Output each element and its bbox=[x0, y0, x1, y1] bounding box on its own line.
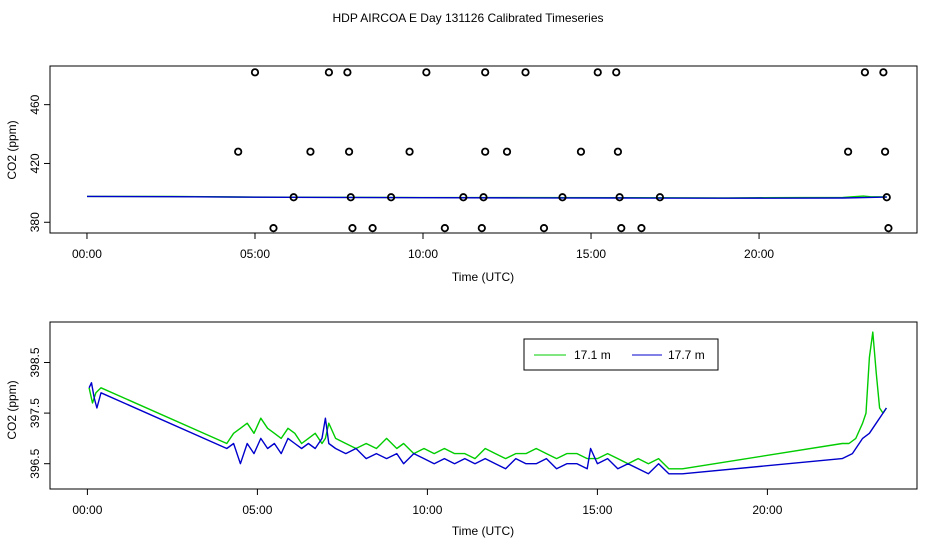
data-point-28 bbox=[882, 193, 891, 202]
panel-line: 00:00 05:00 10:00 15:00 20:00 396.5 397.5 398.… bbox=[5, 321, 918, 538]
x-tick-label-bottom-1: 05:00 bbox=[242, 503, 272, 517]
data-point-13 bbox=[405, 147, 414, 156]
data-point-35 bbox=[617, 224, 626, 233]
y-axis-label-top: CO2 (ppm) bbox=[5, 120, 19, 179]
series-line-top-1 bbox=[86, 195, 887, 199]
data-point-20 bbox=[289, 193, 298, 202]
data-point-25 bbox=[558, 193, 567, 202]
x-axis-top: 00:00 05:00 10:00 15:00 20:00 bbox=[72, 233, 774, 261]
panel-scatter: 00:00 05:00 10:00 15:00 20:00 380 420 460 Time… bbox=[5, 65, 918, 284]
plot-frame-top bbox=[49, 65, 918, 234]
y-axis-top: 380 420 460 bbox=[28, 94, 50, 232]
x-axis-bottom: 00:00 05:00 10:00 15:00 20:00 bbox=[72, 489, 783, 517]
data-point-29 bbox=[269, 224, 278, 233]
data-point-15 bbox=[502, 147, 512, 156]
series-group-bottom bbox=[88, 331, 887, 475]
data-point-3 bbox=[422, 68, 431, 77]
data-point-0 bbox=[250, 68, 260, 77]
x-tick-label-bottom-0: 00:00 bbox=[72, 503, 102, 517]
points-group-top bbox=[234, 68, 893, 233]
data-point-37 bbox=[884, 224, 893, 233]
data-point-9 bbox=[879, 68, 888, 77]
plot-frame-bottom bbox=[49, 321, 918, 490]
legend-label-17-1: 17.1 m bbox=[574, 348, 611, 362]
data-point-32 bbox=[440, 224, 449, 233]
data-point-30 bbox=[348, 224, 357, 233]
data-point-8 bbox=[860, 68, 870, 77]
x-tick-label-top-0: 00:00 bbox=[72, 247, 102, 261]
y-tick-label-top-0: 380 bbox=[28, 212, 42, 232]
data-point-22 bbox=[386, 193, 396, 202]
data-point-12 bbox=[344, 147, 354, 156]
x-tick-label-top-1: 05:00 bbox=[240, 247, 270, 261]
y-axis-bottom: 396.5 397.5 398.5 bbox=[28, 347, 50, 479]
x-tick-label-top-4: 20:00 bbox=[744, 247, 774, 261]
data-point-26 bbox=[615, 193, 624, 202]
data-point-2 bbox=[343, 68, 352, 77]
y-tick-label-top-1: 420 bbox=[28, 153, 42, 173]
data-point-21 bbox=[346, 193, 355, 202]
legend: 17.1 m 17.7 m bbox=[523, 338, 719, 371]
data-point-6 bbox=[593, 68, 602, 77]
data-point-31 bbox=[368, 224, 377, 233]
data-point-34 bbox=[539, 224, 549, 233]
y-tick-label-bottom-0: 396.5 bbox=[28, 448, 42, 478]
y-tick-label-top-2: 460 bbox=[28, 94, 42, 114]
y-tick-label-bottom-2: 398.5 bbox=[28, 347, 42, 377]
data-point-5 bbox=[521, 68, 530, 77]
data-point-1 bbox=[324, 68, 334, 77]
data-point-24 bbox=[479, 193, 488, 202]
data-point-4 bbox=[481, 68, 490, 77]
legend-label-17-7: 17.7 m bbox=[668, 348, 705, 362]
data-point-23 bbox=[459, 193, 468, 202]
x-tick-label-top-2: 10:00 bbox=[408, 247, 438, 261]
data-point-17 bbox=[613, 147, 623, 156]
data-point-27 bbox=[655, 193, 665, 202]
data-point-19 bbox=[880, 147, 890, 156]
series-line-bottom-0 bbox=[88, 331, 887, 470]
x-tick-label-bottom-2: 10:00 bbox=[412, 503, 442, 517]
data-point-18 bbox=[844, 147, 853, 156]
x-axis-label-bottom: Time (UTC) bbox=[452, 524, 514, 538]
data-point-36 bbox=[637, 224, 646, 233]
x-axis-label-top: Time (UTC) bbox=[452, 270, 514, 284]
data-point-11 bbox=[306, 147, 315, 156]
series-group-top bbox=[86, 195, 887, 199]
data-point-16 bbox=[576, 147, 586, 156]
series-line-bottom-1 bbox=[88, 382, 887, 475]
data-point-7 bbox=[612, 68, 621, 77]
figure-title: HDP AIRCOA E Day 131126 Calibrated Times… bbox=[332, 11, 603, 25]
data-point-10 bbox=[234, 147, 243, 156]
y-axis-label-bottom: CO2 (ppm) bbox=[5, 380, 19, 439]
data-point-33 bbox=[477, 224, 486, 233]
y-tick-label-bottom-1: 397.5 bbox=[28, 398, 42, 428]
data-point-14 bbox=[481, 147, 490, 156]
x-tick-label-top-3: 15:00 bbox=[576, 247, 606, 261]
x-tick-label-bottom-4: 20:00 bbox=[752, 503, 782, 517]
x-tick-label-bottom-3: 15:00 bbox=[582, 503, 612, 517]
